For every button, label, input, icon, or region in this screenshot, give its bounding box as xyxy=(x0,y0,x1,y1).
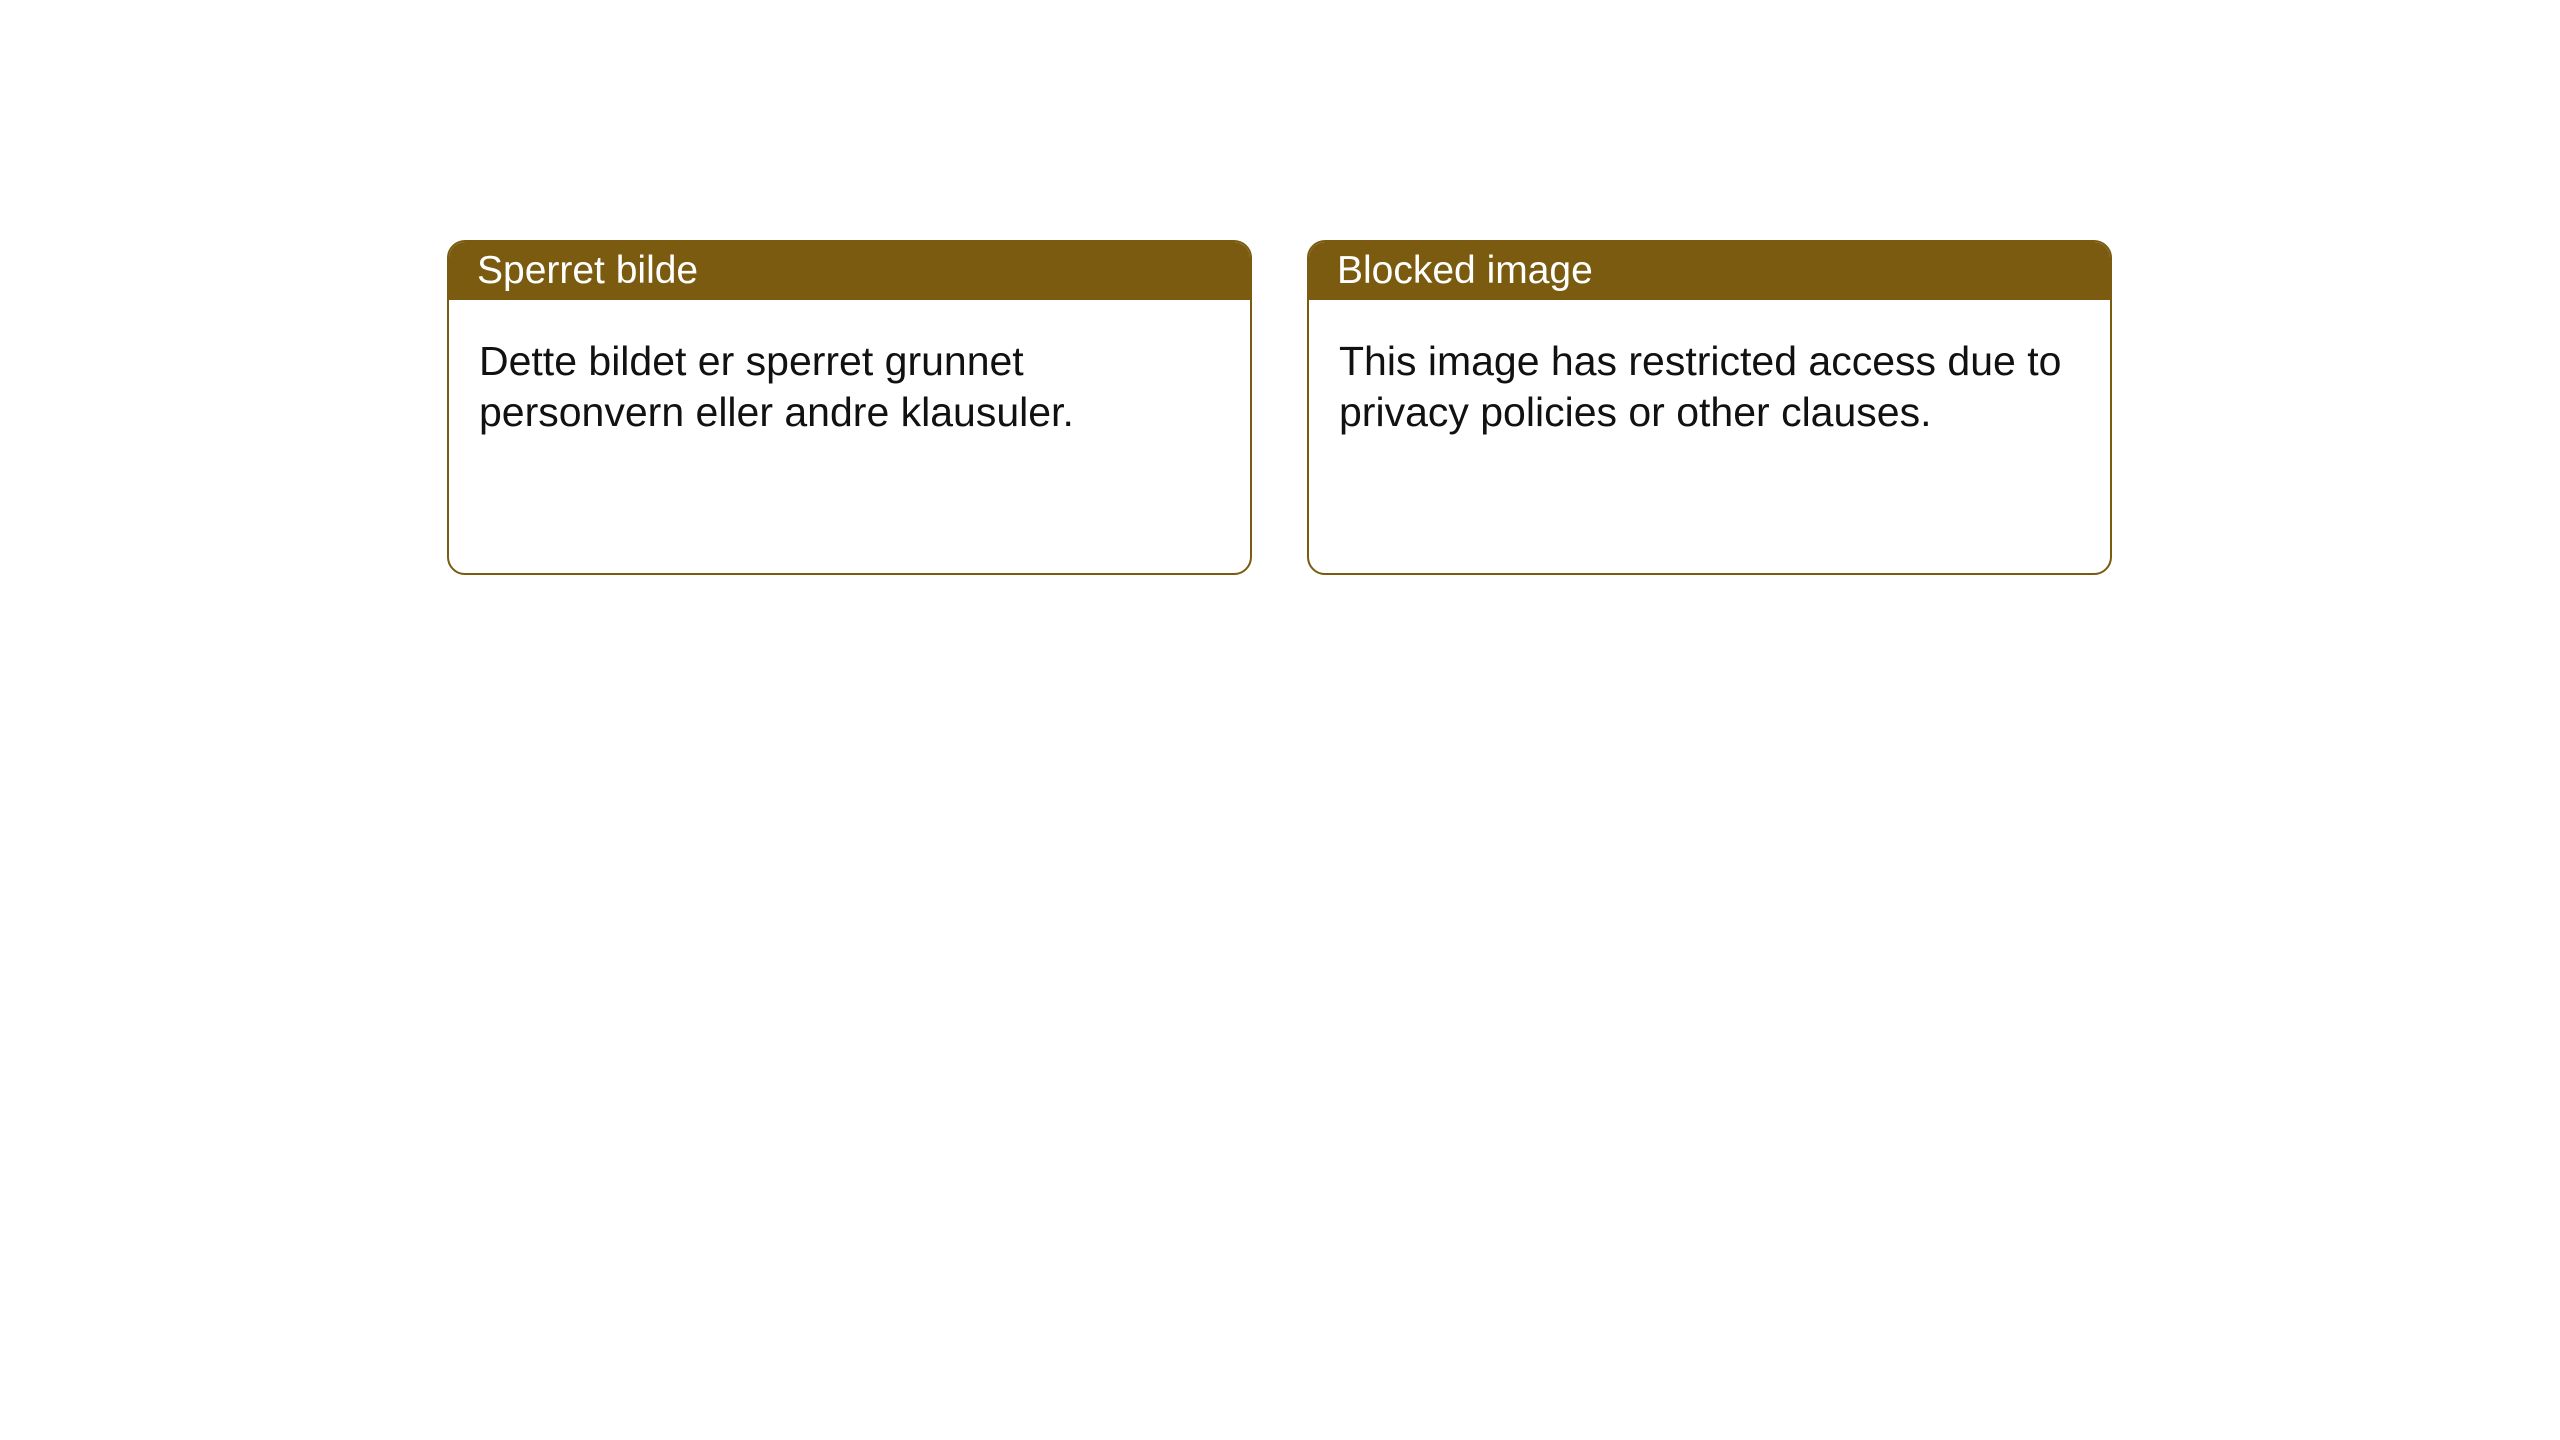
card-header-english: Blocked image xyxy=(1309,242,2110,300)
card-text-english: This image has restricted access due to … xyxy=(1339,338,2061,435)
notice-card-english: Blocked image This image has restricted … xyxy=(1307,240,2112,575)
card-title-english: Blocked image xyxy=(1337,249,1593,293)
card-header-norwegian: Sperret bilde xyxy=(449,242,1250,300)
card-body-norwegian: Dette bildet er sperret grunnet personve… xyxy=(449,300,1250,475)
card-title-norwegian: Sperret bilde xyxy=(477,249,698,293)
notice-card-norwegian: Sperret bilde Dette bildet er sperret gr… xyxy=(447,240,1252,575)
card-text-norwegian: Dette bildet er sperret grunnet personve… xyxy=(479,338,1074,435)
card-body-english: This image has restricted access due to … xyxy=(1309,300,2110,475)
notice-cards-container: Sperret bilde Dette bildet er sperret gr… xyxy=(447,240,2112,575)
